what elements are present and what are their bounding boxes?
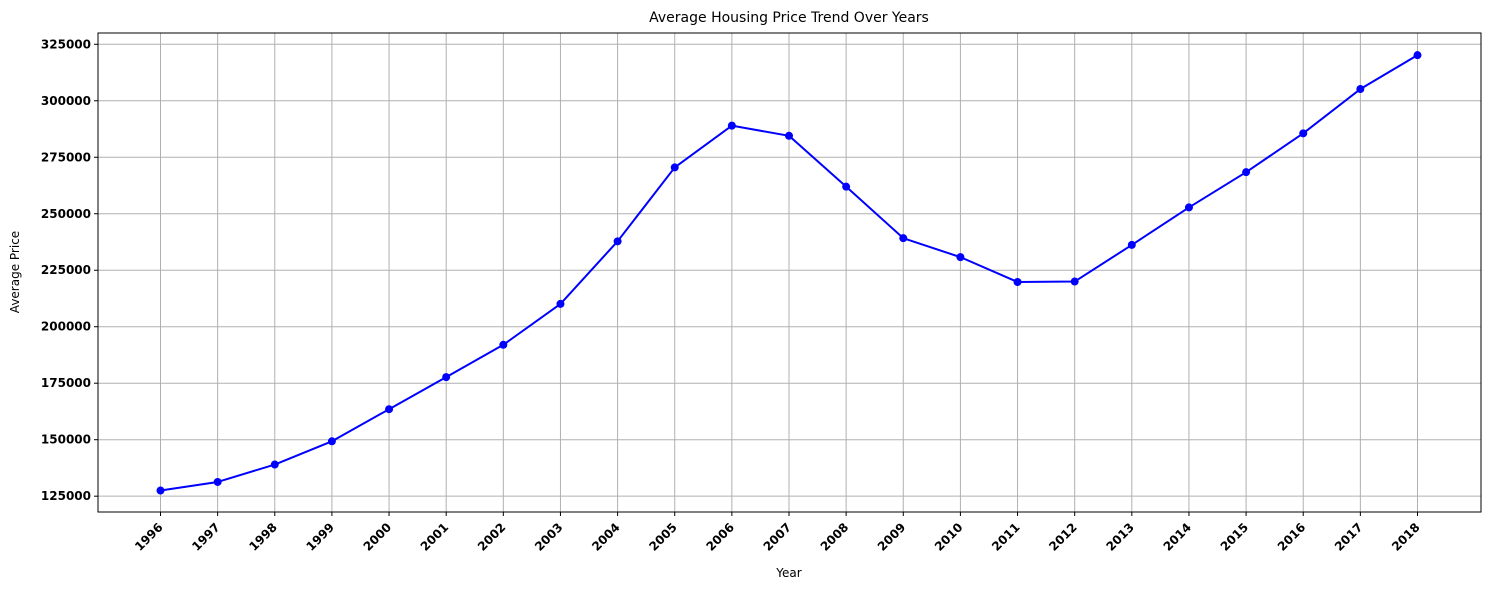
x-tick-label: 1998 bbox=[246, 520, 280, 554]
data-point bbox=[1127, 240, 1136, 249]
x-tick-label: 2010 bbox=[932, 520, 966, 554]
y-axis-label: Average Price bbox=[8, 231, 22, 313]
data-point bbox=[1242, 168, 1251, 177]
data-point bbox=[1413, 51, 1422, 60]
data-point bbox=[556, 299, 565, 308]
y-tick-label: 250000 bbox=[41, 207, 91, 221]
x-tick-label: 2003 bbox=[532, 520, 566, 554]
data-point bbox=[213, 477, 222, 486]
data-point bbox=[899, 234, 908, 243]
x-tick-label: 2014 bbox=[1161, 520, 1195, 554]
y-tick-label: 150000 bbox=[41, 433, 91, 447]
data-point bbox=[442, 373, 451, 382]
y-axis: 125000 150000 175000 200000 225000 250000 2750… bbox=[41, 37, 98, 503]
x-tick-label: 2016 bbox=[1275, 520, 1309, 554]
x-tick-label: 2009 bbox=[875, 520, 909, 554]
data-point bbox=[670, 163, 679, 172]
data-point bbox=[499, 340, 508, 349]
series-layer bbox=[156, 51, 1422, 495]
data-point bbox=[1184, 203, 1193, 212]
y-tick-label: 225000 bbox=[41, 263, 91, 277]
x-tick-label: 2004 bbox=[589, 520, 623, 554]
x-tick-label: 2007 bbox=[761, 520, 795, 554]
x-tick-label: 2017 bbox=[1332, 520, 1366, 554]
x-axis: 1996 1997 1998 1999 2000 2001 2002 2003 2004 2005… bbox=[132, 512, 1423, 554]
data-point bbox=[613, 237, 622, 246]
chart-title: Average Housing Price Trend Over Years bbox=[649, 10, 929, 26]
x-tick-label: 2006 bbox=[703, 520, 737, 554]
y-tick-label: 275000 bbox=[41, 150, 91, 164]
data-point bbox=[785, 131, 793, 140]
y-tick-label: 325000 bbox=[41, 37, 91, 51]
grid bbox=[98, 33, 1481, 512]
data-point bbox=[1299, 129, 1308, 138]
x-tick-label: 2018 bbox=[1389, 520, 1423, 554]
x-tick-label: 2015 bbox=[1218, 520, 1252, 554]
y-tick-label: 200000 bbox=[41, 320, 91, 334]
y-tick-label: 125000 bbox=[41, 489, 91, 503]
x-axis-label: Year bbox=[775, 566, 801, 580]
data-point bbox=[385, 405, 394, 414]
x-tick-label: 1996 bbox=[132, 520, 166, 554]
x-tick-label: 2000 bbox=[361, 520, 395, 554]
x-tick-label: 1999 bbox=[304, 520, 338, 554]
y-tick-label: 300000 bbox=[41, 94, 91, 108]
x-tick-label: 2002 bbox=[475, 520, 509, 554]
data-point bbox=[327, 437, 336, 446]
data-point bbox=[1013, 277, 1022, 286]
x-tick-label: 2012 bbox=[1046, 520, 1080, 554]
y-tick-label: 175000 bbox=[41, 376, 91, 390]
x-tick-label: 2001 bbox=[418, 520, 452, 554]
data-point bbox=[727, 121, 736, 130]
x-tick-label: 2013 bbox=[1103, 520, 1137, 554]
data-point bbox=[842, 182, 851, 191]
data-point bbox=[270, 460, 279, 469]
x-tick-label: 2011 bbox=[989, 520, 1023, 554]
data-point bbox=[1356, 85, 1365, 94]
data-point bbox=[156, 486, 165, 495]
data-point bbox=[956, 253, 965, 262]
x-tick-label: 1997 bbox=[189, 520, 223, 554]
x-tick-label: 2008 bbox=[818, 520, 852, 554]
x-tick-label: 2005 bbox=[646, 520, 680, 554]
data-point bbox=[1070, 277, 1079, 286]
